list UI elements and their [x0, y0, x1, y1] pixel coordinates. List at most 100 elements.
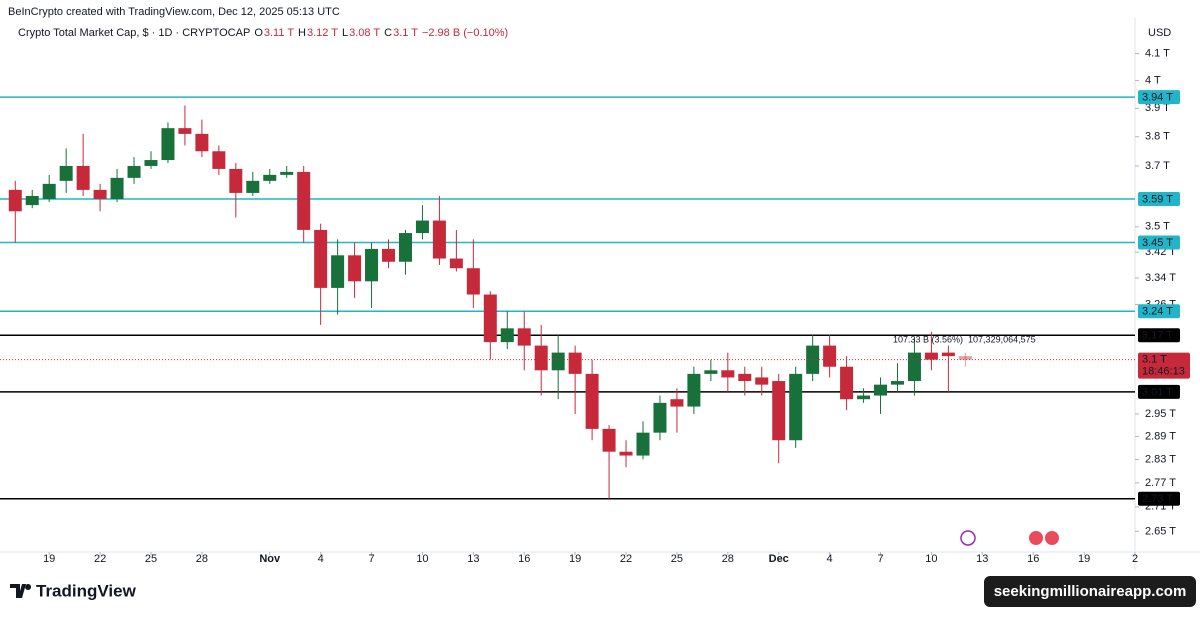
- legend-key: O: [254, 27, 263, 39]
- candle-body: [840, 366, 854, 400]
- annotation: 107.33 B (3.56%) 107,329,064,575: [893, 334, 1036, 344]
- x-tick-label: 19: [569, 553, 581, 565]
- y-tick-label: 2.89 T: [1145, 430, 1176, 442]
- candle-body: [823, 345, 837, 367]
- candle-body: [331, 255, 345, 288]
- countdown: 18:46:13: [1142, 366, 1185, 378]
- level-label-box: [1138, 304, 1180, 319]
- candle-body: [958, 356, 972, 360]
- x-tick-label: 10: [925, 553, 937, 565]
- x-tick-label: 25: [145, 553, 157, 565]
- event-icon[interactable]: [960, 530, 976, 546]
- level-label: 3.24 T: [1142, 306, 1173, 318]
- logo-text: TradingView: [36, 581, 137, 600]
- last-price-label: 3.1 T: [1142, 354, 1167, 366]
- x-tick-label: Dec: [769, 553, 789, 565]
- y-tick-label: 4 T: [1145, 75, 1161, 87]
- candle-body: [636, 432, 650, 456]
- x-tick-label: 13: [976, 553, 988, 565]
- legend: Crypto Total Market Cap, $ · 1D · CRYPTO…: [18, 27, 508, 39]
- level-label-box: [1138, 328, 1180, 343]
- candle-body: [229, 168, 243, 193]
- y-tick-label: 2.95 T: [1145, 408, 1176, 420]
- candle-body: [619, 451, 633, 456]
- candle-body: [789, 373, 803, 441]
- level-label: 3.17 T: [1142, 330, 1173, 342]
- x-tick-label: Nov: [259, 553, 281, 565]
- candle-body: [941, 352, 955, 357]
- x-tick-label: 19: [1078, 553, 1090, 565]
- candle-body: [398, 233, 412, 262]
- level-label: 3.59 T: [1142, 193, 1173, 205]
- candle-body: [25, 195, 39, 206]
- candle-body: [687, 373, 701, 407]
- candle-body: [857, 395, 871, 400]
- y-tick-label: 2.65 T: [1145, 525, 1176, 537]
- candle-body: [670, 399, 684, 407]
- level-label: 3.01 T: [1142, 386, 1173, 398]
- x-tick-label: 28: [722, 553, 734, 565]
- candle-body: [195, 133, 209, 152]
- watermark: seekingmillionaireapp.com: [994, 583, 1187, 600]
- candle-body: [348, 255, 362, 282]
- candle-body: [415, 220, 429, 234]
- candle-body: [432, 220, 446, 259]
- candle-body: [76, 165, 90, 190]
- last-price-box: [1138, 352, 1190, 379]
- currency: USD: [1148, 27, 1171, 39]
- candle-body: [738, 373, 752, 382]
- candle-body: [517, 328, 531, 346]
- y-tick-label: 3.7 T: [1145, 160, 1170, 172]
- candle-body: [263, 174, 277, 181]
- x-tick-label: 19: [43, 553, 55, 565]
- y-tick-label: 2.77 T: [1145, 477, 1176, 489]
- legend-value: 3.1 T: [393, 27, 418, 39]
- candle-body: [144, 160, 158, 166]
- x-tick-label: 7: [877, 553, 883, 565]
- x-tick-label: 28: [196, 553, 208, 565]
- legend-change: −2.98 B (−0.10%): [422, 27, 508, 39]
- candle-body: [382, 248, 396, 262]
- candle-body: [161, 128, 175, 161]
- x-tick-label: 13: [467, 553, 479, 565]
- x-tick-label: 4: [827, 553, 833, 565]
- candle-body: [721, 370, 735, 378]
- candle-body: [42, 183, 56, 199]
- candle-body: [59, 165, 73, 181]
- legend-value: 3.08 T: [349, 27, 380, 39]
- candle-body: [110, 177, 124, 199]
- level-label-box: [1138, 90, 1180, 105]
- candle-body: [280, 171, 294, 175]
- legend-key: L: [342, 27, 348, 39]
- watermark-box: [984, 576, 1196, 607]
- candle-body: [449, 258, 463, 269]
- candle-body: [534, 345, 548, 371]
- candle-body: [568, 352, 582, 374]
- x-tick-label: 2: [1132, 553, 1138, 565]
- candle-body: [127, 165, 141, 178]
- y-tick-label: 3.8 T: [1145, 131, 1170, 143]
- legend-key: H: [298, 27, 306, 39]
- candle-body: [704, 370, 718, 374]
- y-tick-label: 3.34 T: [1145, 272, 1176, 284]
- candle-body: [924, 352, 938, 360]
- event-icon[interactable]: [1045, 531, 1059, 545]
- candle-body: [890, 381, 904, 385]
- logo-group: TradingView: [10, 581, 137, 600]
- x-tick-label: 22: [94, 553, 106, 565]
- legend-value: 3.12 T: [307, 27, 338, 39]
- event-icon[interactable]: [1029, 531, 1043, 545]
- candle-body: [653, 402, 667, 433]
- level-label-box: [1138, 491, 1180, 506]
- candle-body: [500, 328, 514, 343]
- candle-body: [755, 377, 769, 385]
- logo-icon: [10, 584, 32, 598]
- y-tick-label: 2.83 T: [1145, 453, 1176, 465]
- candle-body: [806, 345, 820, 374]
- level-label-box: [1138, 235, 1180, 250]
- candle-body: [178, 128, 192, 134]
- legend-title: Crypto Total Market Cap, $ · 1D · CRYPTO…: [18, 27, 250, 39]
- candle-body: [93, 189, 107, 199]
- x-tick-label: 7: [368, 553, 374, 565]
